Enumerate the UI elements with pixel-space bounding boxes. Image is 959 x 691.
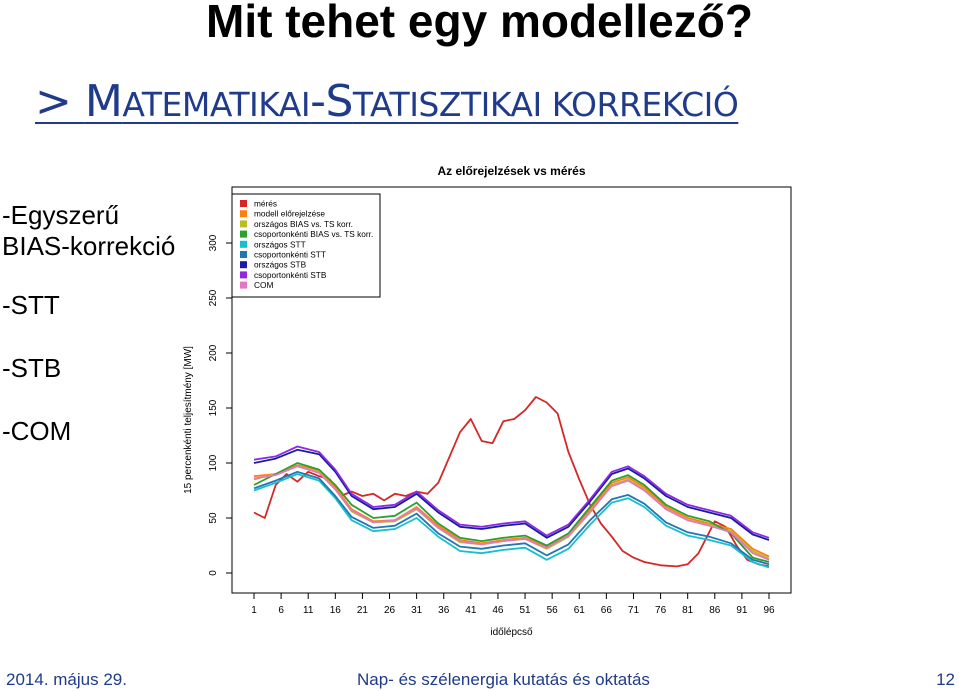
x-tick-label: 71 [628,605,640,616]
x-tick-label: 26 [384,605,396,616]
x-tick-label: 46 [492,605,504,616]
legend-swatch [240,230,247,238]
x-tick-label: 51 [519,605,531,616]
series-line-5 [253,473,770,569]
subtitle-part: TATISZTIKAI KORREKCIÓ [352,85,739,124]
y-tick-label: 0 [208,570,219,576]
bullet-stt: -STT [2,290,60,320]
bullet-bias: -Egyszerű BIAS-korrekció [2,200,176,261]
x-tick-label: 56 [547,605,559,616]
bullet-stb: -STB [2,353,62,383]
footer-center: Nap- és szélenergia kutatás és oktatás [357,670,650,689]
legend-swatch [240,220,247,228]
y-tick-label: 300 [208,234,219,251]
legend-swatch [240,210,247,218]
footer-date: 2014. május 29. [6,670,127,689]
y-tick-label: 250 [208,289,219,306]
subtitle-part: ATEMATIKAI [122,85,311,124]
series-line-7 [253,448,770,541]
bullet-com: -COM [2,416,72,446]
bullet-list: -Egyszerű BIAS-korrekció -STT -STB -COM [2,200,182,447]
x-tick-label: 1 [251,605,257,616]
slide-subtitle: > MATEMATIKAI-STATISZTIKAI KORREKCIÓ [35,76,739,127]
legend-swatch [240,200,247,207]
legend-label: COM [254,280,273,290]
legend-label: csoportonkénti STT [254,250,326,260]
y-tick-label: 150 [208,399,219,416]
subtitle-arrow: > [35,76,85,127]
series-line-4 [253,462,770,563]
legend-swatch [240,240,247,248]
x-tick-label: 41 [465,605,477,616]
page-number: 12 [936,670,955,689]
series-line-9 [253,465,770,561]
x-tick-label: 6 [278,605,284,616]
x-tick-label: 31 [411,605,423,616]
legend-label: országos BIAS vs. TS korr. [254,219,353,229]
y-tick-label: 200 [208,344,219,361]
x-tick-label: 91 [736,605,748,616]
y-tick-label: 100 [208,454,219,471]
legend-swatch [240,261,247,269]
x-axis-label: időlépcső [490,627,533,638]
subtitle-part: S [325,76,353,127]
x-tick-label: 61 [574,605,586,616]
y-tick-label: 50 [208,512,219,524]
series-line-6 [253,470,770,566]
legend-label: csoportonkénti STB [254,270,327,280]
plot-frame [231,186,792,594]
x-tick-label: 76 [655,605,667,616]
legend-swatch [240,281,247,289]
x-tick-label: 36 [438,605,450,616]
x-tick-label: 81 [682,605,694,616]
x-tick-label: 11 [303,605,314,616]
series-line-2 [253,464,770,558]
x-tick-label: 21 [357,605,369,616]
subtitle-part: M [84,76,123,127]
x-tick-label: 66 [601,605,613,616]
subtitle-part: - [310,76,326,127]
series-line-8 [253,445,770,539]
legend-swatch [240,271,247,279]
x-tick-label: 16 [330,605,342,616]
legend-label: országos STT [254,239,306,249]
subtitle-text: MATEMATIKAI-STATISZTIKAI KORREKCIÓ [84,76,739,127]
x-tick-label: 86 [709,605,721,616]
slide-title: Mit tehet egy modellező? [206,0,753,47]
legend-label: mérés [254,199,277,209]
y-axis-label: 15 percenkénti teljesítmény [MW] [183,346,194,494]
legend-label: modell előrejelzése [254,209,325,219]
chart-title: Az előrejelzések vs mérés [437,164,585,178]
legend-label: csoportonkénti BIAS vs. TS korr. [254,229,373,239]
legend-swatch [240,251,247,258]
legend-box [231,193,381,298]
x-tick-label: 96 [763,605,775,616]
legend-label: országos STB [254,260,307,270]
